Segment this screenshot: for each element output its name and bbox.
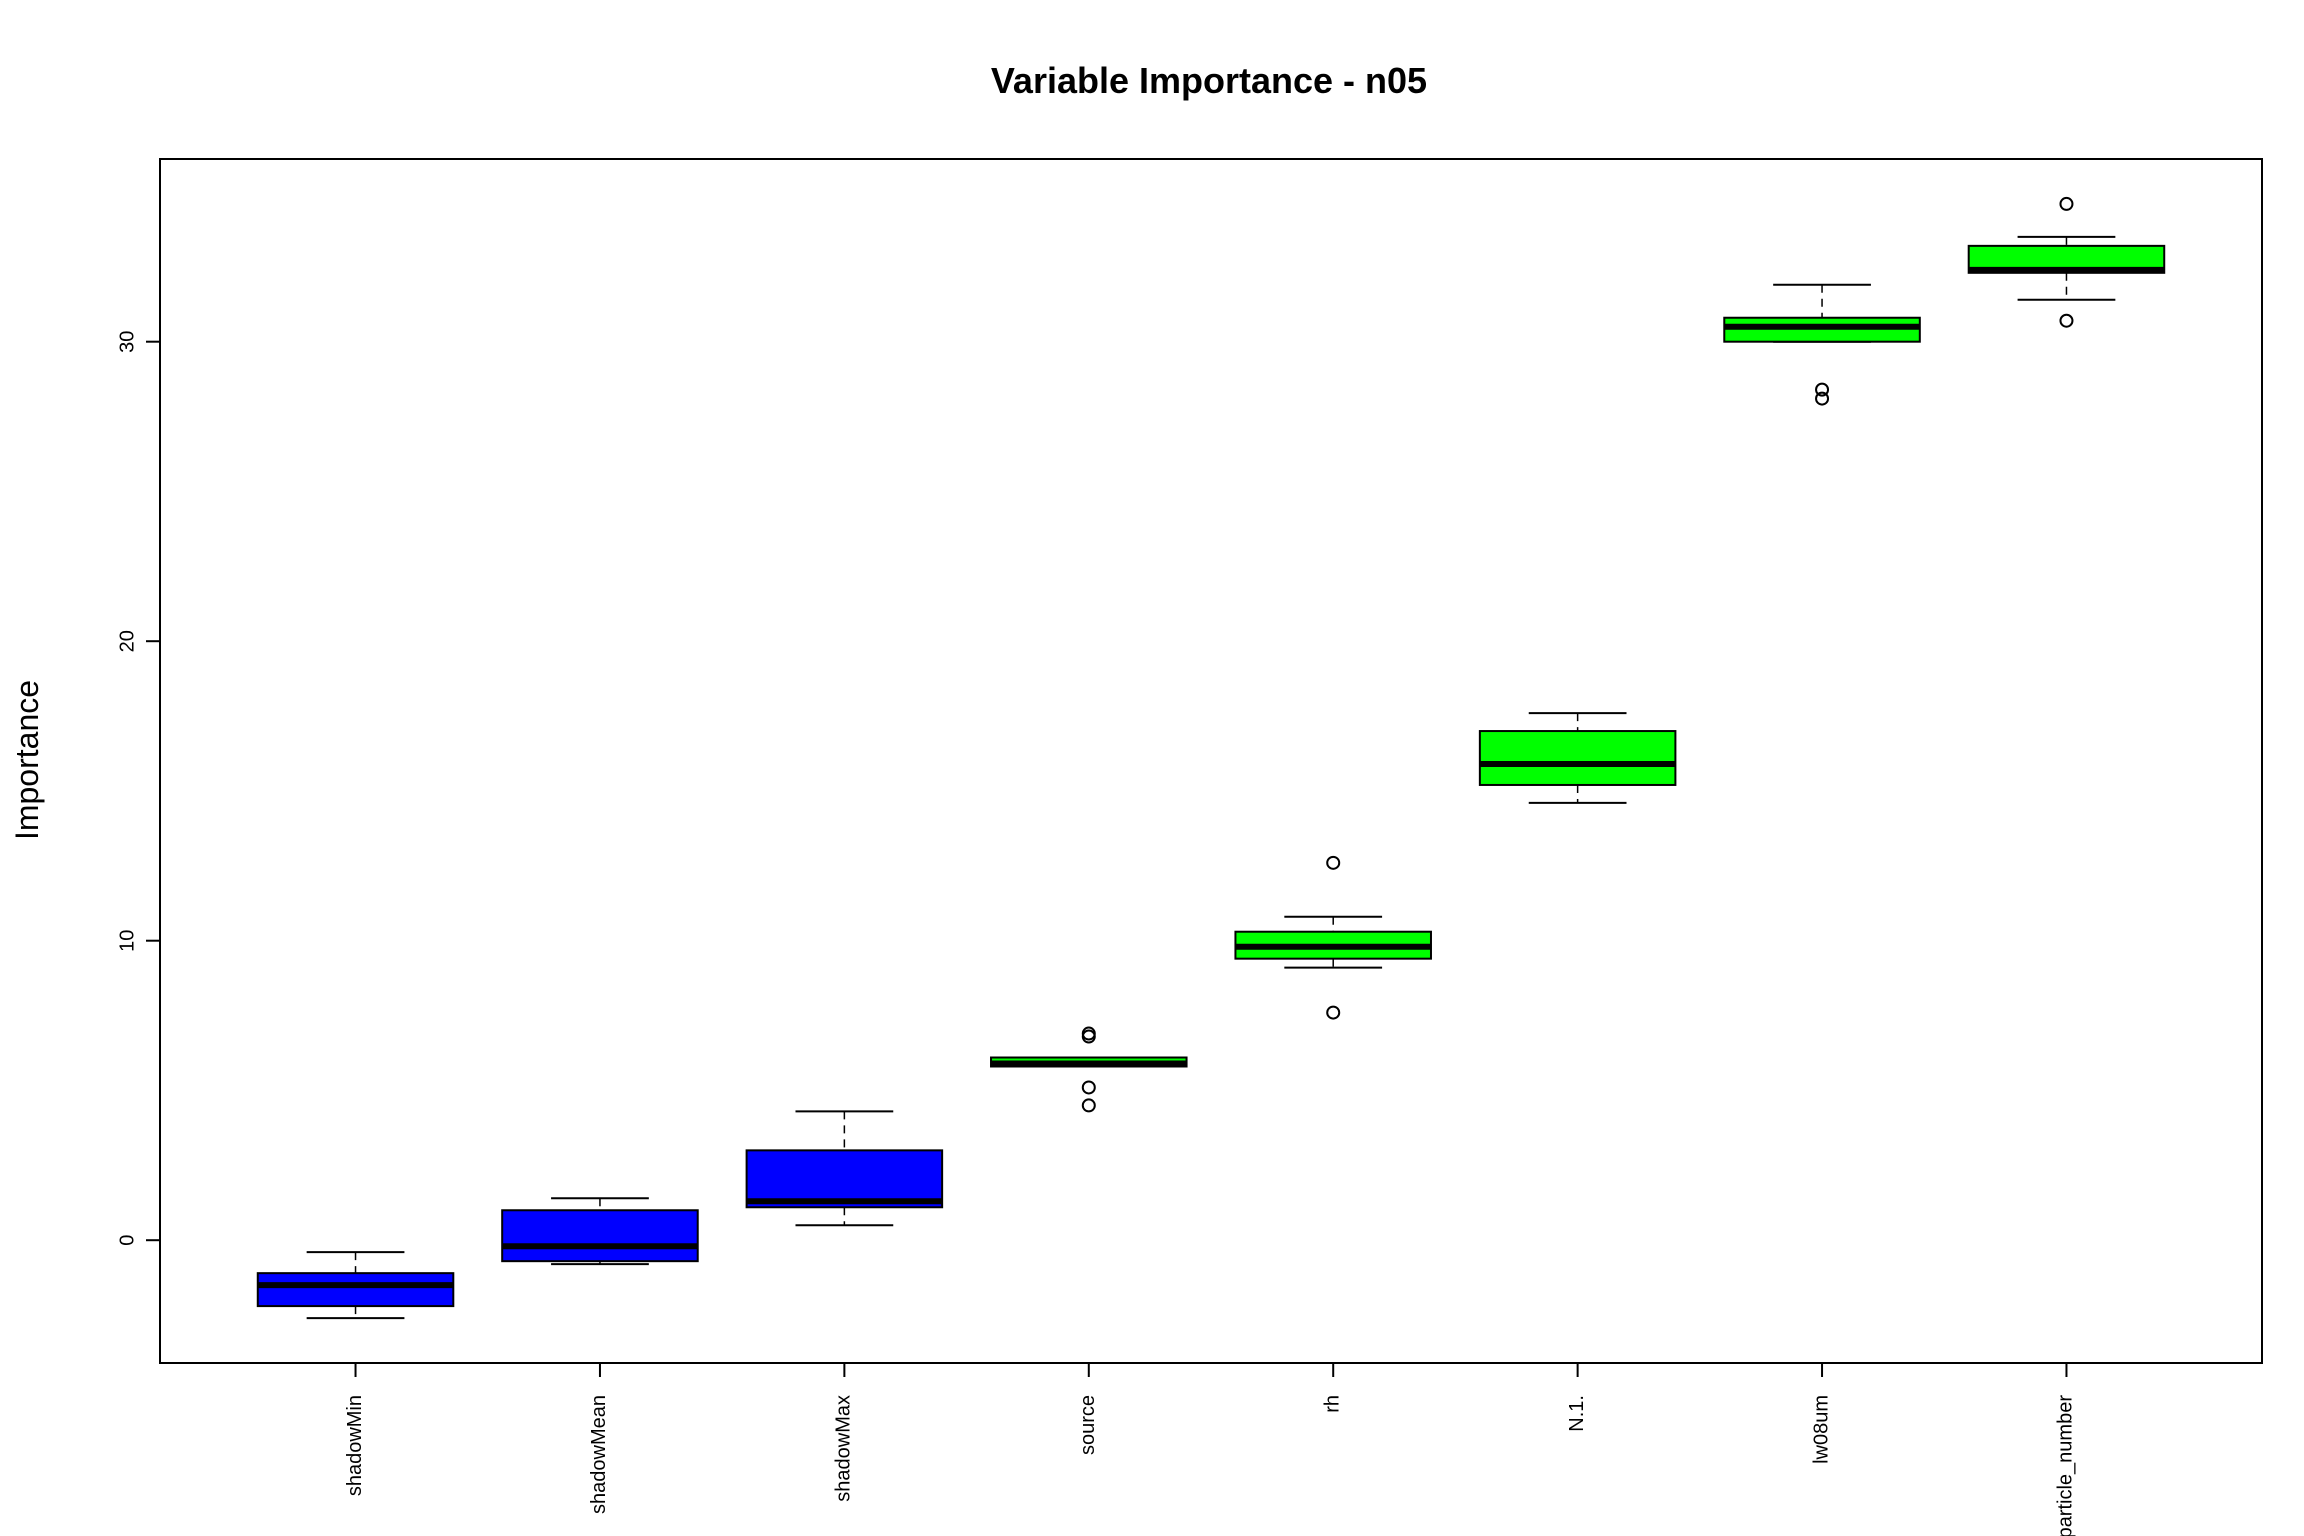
outlier-point bbox=[1815, 382, 1830, 397]
boxplot-shadowMax bbox=[745, 1110, 944, 1227]
x-category-label: rh bbox=[1321, 1395, 1343, 1413]
y-axis: 0 10 20 30 bbox=[116, 331, 160, 1246]
boxplot-N.1. bbox=[1478, 712, 1677, 804]
box-iqr bbox=[745, 1149, 944, 1209]
y-tick-label: 10 bbox=[116, 930, 138, 952]
outlier-point bbox=[1081, 1026, 1096, 1041]
outlier-point bbox=[1326, 855, 1341, 870]
y-tick-label: 30 bbox=[116, 331, 138, 353]
box-iqr bbox=[256, 1272, 455, 1308]
x-category-label: shadowMean bbox=[588, 1395, 610, 1514]
y-tick-label: 20 bbox=[116, 630, 138, 652]
x-category-label: lw08um bbox=[1810, 1395, 1832, 1464]
x-category-label: N.1. bbox=[1566, 1395, 1588, 1432]
chart-title: Variable Importance - n05 bbox=[991, 60, 1427, 101]
x-category-label: source bbox=[1077, 1395, 1099, 1455]
box-iqr bbox=[501, 1209, 699, 1263]
boxplot-shadowMin bbox=[256, 1251, 455, 1320]
box-iqr bbox=[1478, 730, 1677, 786]
x-category-label: shadowMin bbox=[344, 1395, 366, 1496]
x-category-label: shadowMax bbox=[833, 1395, 855, 1502]
y-axis-label: Importance bbox=[9, 680, 45, 840]
plot-area-frame bbox=[159, 158, 2263, 1364]
boxplot-rh bbox=[1234, 855, 1432, 1020]
outlier-point bbox=[1326, 1005, 1341, 1020]
boxplots bbox=[256, 196, 2166, 1320]
boxplot-lw08um bbox=[1723, 283, 1921, 406]
outlier-point bbox=[2059, 313, 2074, 328]
x-category-label: particle_number bbox=[2055, 1395, 2077, 1536]
boxplot-shadowMean bbox=[501, 1197, 699, 1266]
outlier-point bbox=[1081, 1080, 1096, 1095]
boxplot-source bbox=[990, 1026, 1188, 1113]
outlier-point bbox=[1815, 391, 1830, 406]
boxplot-particle_number bbox=[1967, 196, 2166, 328]
outlier-point bbox=[1081, 1098, 1096, 1113]
x-axis: shadowMin shadowMean shadowMax source rh N.1.… bbox=[344, 1363, 2077, 1536]
outlier-point bbox=[2059, 196, 2074, 211]
y-tick-label: 0 bbox=[116, 1235, 138, 1246]
